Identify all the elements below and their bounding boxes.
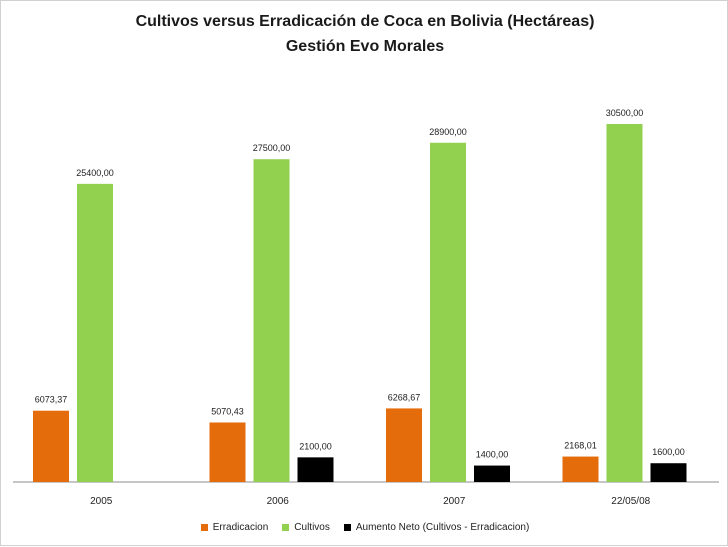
legend-item-erradicacion: Erradicacion	[200, 522, 269, 533]
x-tick-label-2: 2007	[443, 496, 466, 507]
legend-label-erradicacion: Erradicacion	[212, 522, 269, 533]
legend-label-aumento-neto: Aumento Neto (Cultivos - Erradicacion)	[355, 522, 530, 533]
data-label-cultivos-3: 30500,00	[606, 108, 644, 118]
bar-erradicacion-1	[209, 422, 246, 482]
legend-label-cultivos: Cultivos	[294, 522, 330, 533]
bar-cultivos-0	[77, 183, 113, 482]
x-tick-label-3: 22/05/08	[611, 496, 650, 507]
bar-aumento-3	[650, 463, 687, 482]
data-label-erradicacion-2: 6268,67	[388, 392, 421, 402]
bar-cultivos-2	[430, 142, 466, 482]
data-label-aumento-1: 2100,00	[299, 441, 332, 451]
chart-subtitle: Gestión Evo Morales	[285, 38, 445, 55]
data-label-cultivos-2: 28900,00	[429, 127, 467, 137]
x-tick-label-0: 2005	[90, 496, 113, 507]
legend-swatch-cultivos	[282, 524, 290, 531]
bar-cultivos-1	[253, 159, 290, 482]
bar-aumento-2	[474, 465, 510, 482]
data-label-aumento-2: 1400,00	[476, 450, 509, 460]
data-label-erradicacion-1: 5070,43	[211, 406, 244, 416]
chart-legend: Erradicacion Cultivos Aumento Neto (Cult…	[1, 522, 728, 533]
chart-title: Cultivos versus Erradicación de Coca en …	[135, 13, 595, 30]
legend-swatch-erradicacion	[200, 524, 208, 531]
data-label-aumento-3: 1600,00	[652, 447, 685, 457]
data-label-erradicacion-3: 2168,01	[564, 441, 597, 451]
legend-item-aumento-neto: Aumento Neto (Cultivos - Erradicacion)	[343, 522, 530, 533]
data-label-erradicacion-0: 6073,37	[35, 395, 68, 405]
bar-erradicacion-2	[386, 408, 422, 482]
bar-erradicacion-0	[33, 410, 69, 482]
legend-swatch-aumento-neto	[343, 524, 351, 531]
bar-erradicacion-3	[562, 456, 599, 482]
bar-cultivos-3	[606, 124, 643, 482]
data-label-cultivos-0: 25400,00	[76, 168, 114, 178]
bar-aumento-1	[297, 457, 334, 482]
x-tick-label-1: 2006	[267, 496, 290, 507]
legend-item-cultivos: Cultivos	[282, 522, 330, 533]
data-label-cultivos-1: 27500,00	[253, 143, 291, 153]
